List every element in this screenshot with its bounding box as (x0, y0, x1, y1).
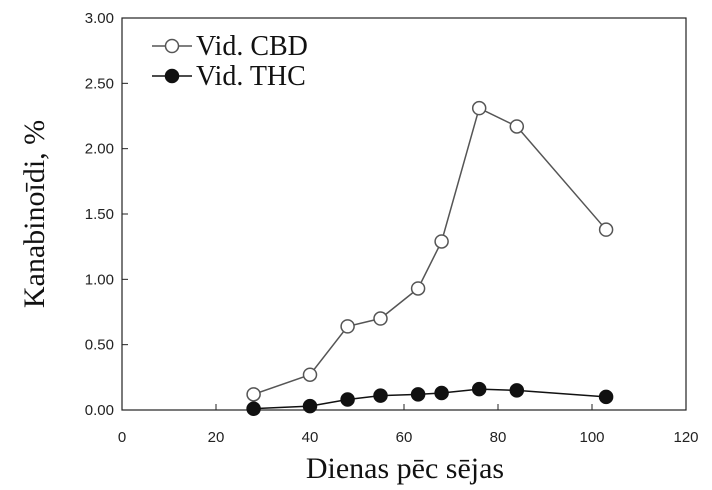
data-point (373, 311, 388, 326)
data-point (434, 234, 449, 249)
legend-marker (164, 68, 180, 84)
data-point (509, 383, 525, 398)
y-tick-label: 3.00 (85, 10, 114, 27)
y-tick-label: 0.00 (85, 402, 114, 419)
data-point (509, 119, 525, 134)
legend-label: Vid. THC (196, 61, 306, 92)
data-point (471, 100, 487, 116)
data-point (302, 367, 318, 382)
data-point (410, 281, 426, 296)
data-point (302, 398, 318, 414)
data-point (471, 381, 487, 397)
y-axis-label: Kanabinoīdi, % (18, 120, 51, 308)
x-tick-label: 120 (673, 429, 698, 446)
x-tick-label: 40 (302, 429, 319, 446)
x-tick-label: 20 (208, 429, 225, 446)
x-axis-label: Dienas pēc sējas (306, 452, 504, 485)
legend-label: Vid. CBD (196, 31, 308, 62)
data-point (246, 387, 261, 402)
x-tick-label: 80 (490, 429, 507, 446)
data-point (598, 222, 614, 237)
x-tick-label: 100 (579, 429, 604, 446)
data-point (246, 401, 261, 416)
legend-marker (164, 38, 180, 54)
series-line (253, 107, 607, 396)
x-tick-label: 60 (396, 429, 413, 446)
data-point (598, 389, 614, 405)
y-tick-label: 1.50 (85, 206, 114, 223)
y-tick-label: 2.50 (85, 75, 114, 92)
y-tick-label: 0.50 (85, 337, 114, 354)
data-point (340, 319, 355, 334)
y-tick-label: 1.00 (85, 271, 114, 288)
y-tick-label: 2.00 (85, 141, 114, 158)
data-point (410, 387, 426, 402)
data-point (373, 388, 388, 403)
data-point (340, 392, 355, 407)
data-point (434, 385, 449, 401)
x-tick-label: 0 (118, 429, 126, 446)
